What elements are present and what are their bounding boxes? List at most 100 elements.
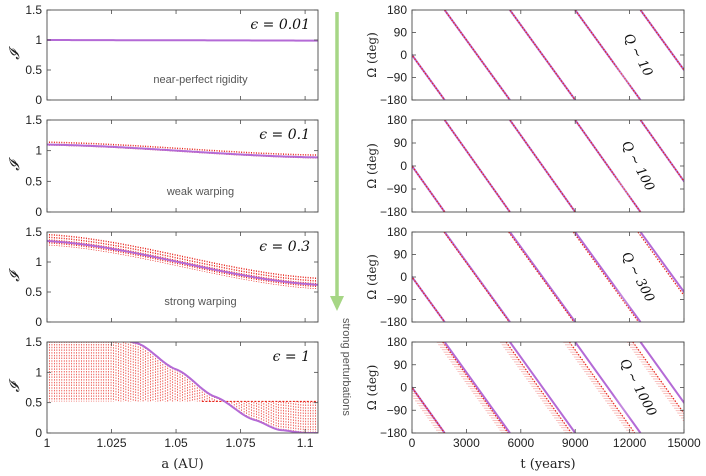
red-segment <box>632 342 684 415</box>
plot-frame <box>46 341 319 434</box>
panel-caption: near-perfect rigidity <box>153 74 248 86</box>
y-tick-label: 1.5 <box>25 3 42 17</box>
x-axis-label: a (AU) <box>161 457 203 472</box>
red-spread <box>563 342 630 433</box>
y-axis-label: 𝓘 <box>7 268 23 282</box>
y-tick-label: 90 <box>394 136 408 150</box>
panel-epsilon-0.3: 0 0.5 1 1.5 𝓘ϵ = 0.3 strong warping <box>7 225 319 329</box>
red-spread <box>504 342 571 433</box>
y-axis-label: 𝓘 <box>7 378 23 392</box>
y-axis-label: 𝓘 <box>7 46 23 60</box>
red-segment <box>412 386 446 433</box>
y-tick-label: 90 <box>394 26 408 40</box>
data-layer <box>412 232 706 322</box>
epsilon-annotation: ϵ = 0.1 <box>259 127 310 143</box>
violet-segment <box>639 342 684 405</box>
y-tick-label: −90 <box>387 403 408 417</box>
red-spread <box>565 342 632 433</box>
x-tick-label: 9000 <box>562 436 589 450</box>
violet-segment <box>509 232 577 322</box>
red-spread <box>693 342 706 433</box>
x-axis-label: t (years) <box>520 457 575 472</box>
data-layer <box>47 121 318 160</box>
red-spread <box>436 342 503 433</box>
plot-frame <box>46 119 319 213</box>
y-tick-label: 1 <box>35 365 42 379</box>
red-segment <box>509 10 576 100</box>
y-tick-label: 0 <box>35 93 42 107</box>
x-tick-label: 3000 <box>453 436 480 450</box>
y-tick-label: 1.5 <box>25 225 42 239</box>
x-tick-label: 12000 <box>613 436 647 450</box>
violet-curve <box>47 39 318 42</box>
violet-segment <box>443 10 511 100</box>
epsilon-annotation: ϵ = 0.3 <box>259 239 310 255</box>
y-tick-label: 0 <box>400 381 407 395</box>
plot-frame <box>46 231 319 323</box>
y-tick-label: 180 <box>387 3 407 17</box>
red-spread <box>692 342 706 433</box>
y-tick-label: 0.5 <box>25 174 42 188</box>
panel-epsilon-0.1: 0 0.5 1 1.5 𝓘ϵ = 0.1 weak warping <box>7 113 319 219</box>
red-segment <box>639 10 684 72</box>
violet-curve <box>47 143 318 159</box>
red-spread <box>503 342 570 433</box>
y-tick-label: 1 <box>35 33 42 47</box>
y-tick-label: 90 <box>394 248 408 262</box>
red-spread <box>694 342 706 433</box>
red-spread <box>502 342 569 433</box>
violet-segment <box>412 275 446 322</box>
violet-segment <box>412 53 446 100</box>
y-tick-label: 180 <box>387 225 407 239</box>
red-spread <box>501 342 568 433</box>
plot-frame <box>46 9 319 101</box>
x-tick-label: 1.05 <box>164 436 188 450</box>
red-spread <box>441 342 508 433</box>
arrow-label: strong perturbations <box>340 318 352 416</box>
y-tick-label: 1.5 <box>25 335 42 349</box>
red-spread <box>440 342 507 433</box>
panel-caption: weak warping <box>166 186 234 198</box>
data-layer <box>412 10 684 100</box>
arrow-head-icon <box>330 296 344 311</box>
red-spread <box>412 392 441 433</box>
red-spread <box>438 342 505 433</box>
y-tick-label: 0 <box>400 270 407 284</box>
y-tick-label: 0.5 <box>25 63 42 77</box>
red-segment <box>637 232 684 297</box>
y-tick-label: 0 <box>35 426 42 440</box>
red-segment <box>442 342 509 433</box>
violet-segment <box>509 10 577 100</box>
red-spread <box>437 342 504 433</box>
x-tick-label: 1.025 <box>97 436 127 450</box>
y-tick-label: −90 <box>387 293 408 307</box>
violet-segment <box>639 232 684 294</box>
red-spread <box>567 342 634 433</box>
y-tick-label: −180 <box>380 315 407 329</box>
data-layer <box>412 120 684 212</box>
red-segment <box>444 120 511 212</box>
x-tick-label: 6000 <box>507 436 534 450</box>
y-tick-label: 1 <box>35 255 42 269</box>
y-tick-label: −180 <box>380 93 407 107</box>
x-tick-label: 15000 <box>667 436 701 450</box>
red-segment <box>412 164 446 212</box>
y-tick-label: 180 <box>387 335 407 349</box>
red-spread <box>691 342 706 433</box>
y-tick-label: 0.5 <box>25 396 42 410</box>
data-layer <box>412 342 706 433</box>
red-spread <box>412 389 443 433</box>
red-segment <box>509 120 576 212</box>
red-segment <box>703 232 706 322</box>
panel-caption: strong warping <box>164 296 236 308</box>
data-layer <box>47 342 318 433</box>
y-tick-label: −180 <box>380 426 407 440</box>
y-axis-label: Ω (deg) <box>365 32 379 78</box>
red-segment <box>574 10 641 100</box>
data-layer <box>47 11 318 42</box>
violet-segment <box>443 342 511 433</box>
